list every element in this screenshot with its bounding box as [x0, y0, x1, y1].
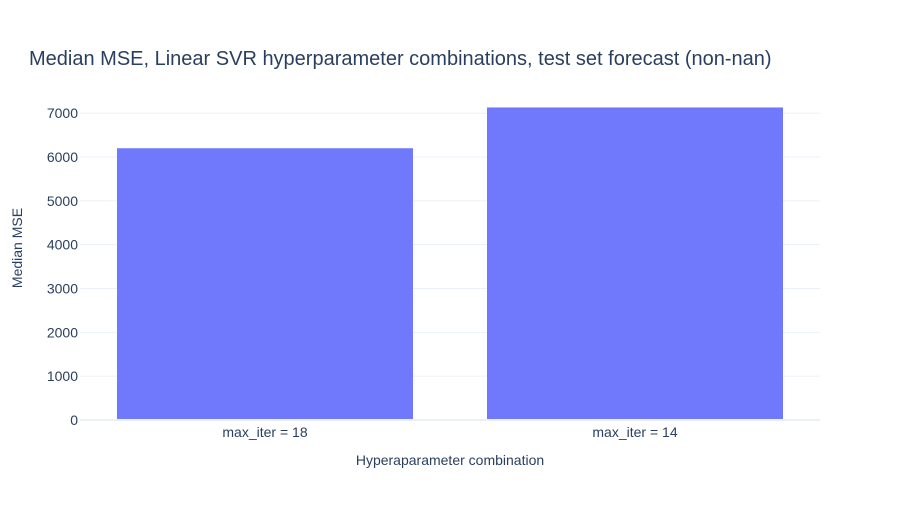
y-tick-label: 5000 [47, 193, 78, 209]
bar[interactable] [487, 107, 783, 420]
x-tick-labels: max_iter = 18 max_iter = 14 [222, 424, 677, 440]
y-tick-label: 3000 [47, 280, 78, 296]
y-tick-label: 0 [70, 412, 78, 428]
y-axis-title: Median MSE [9, 208, 25, 288]
y-tick-label: 1000 [47, 368, 78, 384]
y-tick-labels: 0 1000 2000 3000 4000 5000 6000 7000 [47, 105, 78, 428]
y-tick-label: 7000 [47, 105, 78, 121]
x-axis-title: Hyperaparameter combination [356, 452, 544, 468]
x-tick-label: max_iter = 18 [222, 424, 307, 440]
bar[interactable] [117, 148, 413, 420]
bars [117, 107, 783, 420]
y-tick-label: 4000 [47, 237, 78, 253]
y-tick-label: 2000 [47, 324, 78, 340]
y-tick-label: 6000 [47, 149, 78, 165]
chart-title: Median MSE, Linear SVR hyperparameter co… [29, 48, 772, 70]
x-tick-label: max_iter = 14 [592, 424, 677, 440]
